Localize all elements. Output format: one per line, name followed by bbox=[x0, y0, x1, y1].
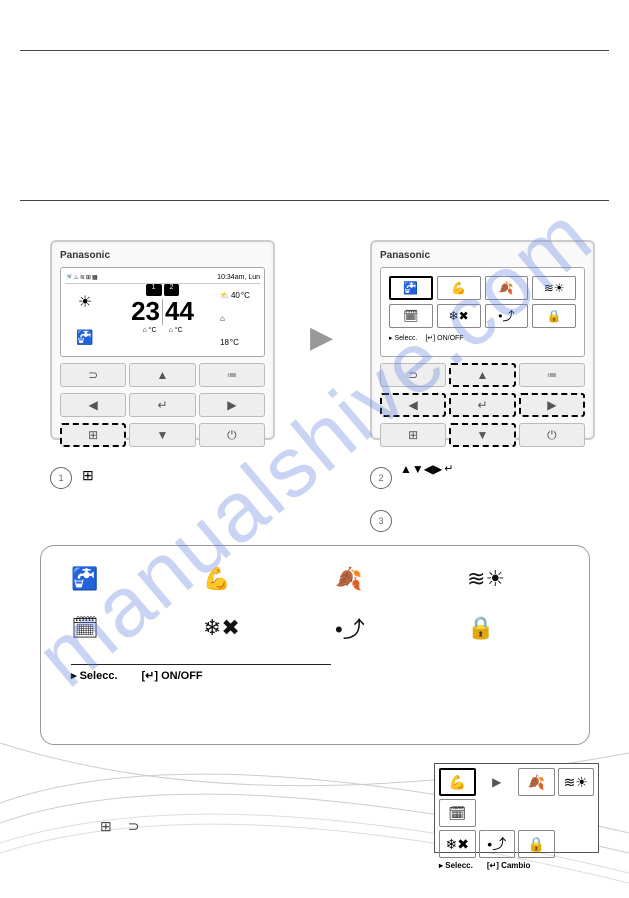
lcd-hint-bar: ▸ Selecc. [↵] ON/OFF bbox=[385, 332, 580, 344]
menu-timer-icon: 🗓 bbox=[389, 304, 433, 329]
hint-select: ▸ Selecc. bbox=[389, 334, 417, 342]
button-row-3: ⊞ ▼ ⏻ bbox=[60, 423, 265, 447]
hint-onoff: [↵] ON/OFF bbox=[425, 334, 463, 342]
sp-cambio-label: [↵] Cambio bbox=[487, 861, 531, 870]
sp-heat-icon: ≋☀ bbox=[558, 768, 595, 796]
menu-grid: 🚰 💪 🍂 ≋☀ 🗓 ❄✖ •⤴ 🔒 bbox=[385, 272, 580, 332]
sp-grid-r2: ❄✖ •⤴ 🔒 bbox=[439, 830, 594, 858]
enter-button-r[interactable]: ↵ bbox=[449, 393, 515, 417]
zone-2-tab: 2 bbox=[164, 284, 180, 296]
temp-readings: 23 44 bbox=[105, 296, 220, 327]
up-button-r[interactable]: ▲ bbox=[449, 363, 515, 387]
tap-icon: 🚰 bbox=[76, 329, 93, 346]
info-tap-icon: 🚰 bbox=[71, 566, 163, 592]
info-defrost-icon: ❄✖ bbox=[203, 612, 295, 644]
back-button-r[interactable]: ⊃ bbox=[380, 363, 446, 387]
sp-select-label: ▸ Selecc. bbox=[439, 861, 473, 870]
lcd-main-screen: 🚿♨≋⊞▦ 10:34am, Lun ☀ 🚰 1 2 23 44 bbox=[60, 267, 265, 357]
info-icon-grid: 🚰 💪 🍂 ≋☀ 🗓 ❄✖ •⤴ 🔒 bbox=[71, 566, 559, 644]
info-hint-row: ▸ Selecc. [↵] ON/OFF bbox=[71, 669, 559, 682]
back-button[interactable]: ⊃ bbox=[60, 363, 126, 387]
sp-empty bbox=[558, 830, 595, 858]
zone-1-tab: 1 bbox=[146, 284, 162, 296]
step-1-circle: 1 bbox=[50, 467, 72, 489]
lcd-menu-screen: 🚰 💪 🍂 ≋☀ 🗓 ❄✖ •⤴ 🔒 ▸ Selecc. [↵] ON/OFF bbox=[380, 267, 585, 357]
sp-timer-icon: 🗓 bbox=[439, 799, 476, 827]
step-3-circle: 3 bbox=[370, 510, 392, 532]
top-rule bbox=[20, 50, 609, 51]
sp-grid-r1: 💪 ▶ 🍂 ≋☀ 🗓 bbox=[439, 768, 594, 827]
lcd-clock: 10:34am, Lun bbox=[217, 274, 260, 281]
up-button[interactable]: ▲ bbox=[129, 363, 195, 387]
brand-label: Panasonic bbox=[60, 250, 265, 261]
back-icon: ⊃ bbox=[128, 818, 140, 835]
sp-quiet-icon: 🍂 bbox=[518, 768, 555, 796]
info-timer-icon: 🗓 bbox=[71, 612, 163, 644]
sp-arrow-icon: ▶ bbox=[479, 768, 516, 796]
small-menu-panel: 💪 ▶ 🍂 ≋☀ 🗓 ❄✖ •⤴ 🔒 ▸ Selecc. [↵] Cambio bbox=[434, 763, 599, 853]
controller-left: Panasonic 🚿♨≋⊞▦ 10:34am, Lun ☀ 🚰 1 2 23 bbox=[50, 240, 275, 440]
unit-row: ⌂ °C ⌂ °C bbox=[105, 327, 220, 334]
enter-button[interactable]: ↵ bbox=[129, 393, 195, 417]
sp-reset-icon: •⤴ bbox=[479, 830, 516, 858]
grid-button[interactable]: ⊞ bbox=[60, 423, 126, 447]
info-reset-icon: •⤴ bbox=[335, 612, 427, 644]
info-heat-icon: ≋☀ bbox=[467, 566, 559, 592]
power-button-r[interactable]: ⏻ bbox=[519, 423, 585, 447]
info-power-icon: 💪 bbox=[203, 566, 295, 592]
info-select-label: ▸ Selecc. bbox=[71, 669, 118, 682]
sp-defrost-icon: ❄✖ bbox=[439, 830, 476, 858]
button-row-1: ⊃ ▲ ≔ bbox=[60, 363, 265, 387]
right-button-r[interactable]: ▶ bbox=[519, 393, 585, 417]
sp-hint-row: ▸ Selecc. [↵] Cambio bbox=[439, 861, 594, 870]
grid-icon: ⊞ bbox=[100, 818, 112, 835]
lcd-mode-col: ☀ 🚰 bbox=[65, 284, 105, 354]
mid-rule bbox=[20, 200, 609, 201]
sp-lock-icon: 🔒 bbox=[518, 830, 555, 858]
lcd-temps-col: ⛅40°C ⌂ 18°C bbox=[220, 284, 260, 354]
menu-reset-icon: •⤴ bbox=[485, 304, 529, 329]
info-separator bbox=[71, 664, 331, 665]
menu-button[interactable]: ≔ bbox=[199, 363, 265, 387]
menu-defrost-icon: ❄✖ bbox=[437, 304, 481, 329]
info-quiet-icon: 🍂 bbox=[335, 566, 427, 592]
left-button[interactable]: ◀ bbox=[60, 393, 126, 417]
menu-tap-icon: 🚰 bbox=[389, 276, 433, 300]
sp-power-icon: 💪 bbox=[439, 768, 476, 796]
transition-arrow-icon: ▶ bbox=[310, 320, 333, 355]
info-lock-icon: 🔒 bbox=[467, 612, 559, 644]
menu-power-icon: 💪 bbox=[437, 276, 481, 300]
bottom-hint-icons: ⊞ ⊃ bbox=[100, 818, 139, 835]
temp-1: 23 bbox=[131, 296, 160, 327]
button-row-r2: ◀ ↵ ▶ bbox=[380, 393, 585, 417]
controller-right: Panasonic 🚰 💪 🍂 ≋☀ 🗓 ❄✖ •⤴ 🔒 ▸ Selecc. [… bbox=[370, 240, 595, 440]
lcd-status-bar: 🚿♨≋⊞▦ 10:34am, Lun bbox=[65, 272, 260, 284]
step-1-icon: ⊞ bbox=[82, 467, 94, 484]
down-button-r[interactable]: ▼ bbox=[449, 423, 515, 447]
status-icons: 🚿♨≋⊞▦ bbox=[65, 274, 98, 281]
brand-label-2: Panasonic bbox=[380, 250, 585, 261]
button-row-r3: ⊞ ▼ ⏻ bbox=[380, 423, 585, 447]
zone-tabs: 1 2 bbox=[105, 284, 220, 296]
button-row-r1: ⊃ ▲ ≔ bbox=[380, 363, 585, 387]
step-2-arrows: ▲▼◀▶ ↵ bbox=[400, 462, 453, 476]
power-button[interactable]: ⏻ bbox=[199, 423, 265, 447]
menu-heat-icon: ≋☀ bbox=[532, 276, 576, 300]
menu-lock-icon: 🔒 bbox=[532, 304, 576, 329]
right-button[interactable]: ▶ bbox=[199, 393, 265, 417]
button-row-2: ◀ ↵ ▶ bbox=[60, 393, 265, 417]
menu-quiet-icon: 🍂 bbox=[485, 276, 529, 300]
menu-button-r[interactable]: ≔ bbox=[519, 363, 585, 387]
grid-button-r[interactable]: ⊞ bbox=[380, 423, 446, 447]
down-button[interactable]: ▼ bbox=[129, 423, 195, 447]
step-2-circle: 2 bbox=[370, 467, 392, 489]
info-panel: 🚰 💪 🍂 ≋☀ 🗓 ❄✖ •⤴ 🔒 ▸ Selecc. [↵] ON/OFF bbox=[40, 545, 590, 745]
sun-icon: ☀ bbox=[78, 292, 92, 312]
info-onoff-label: [↵] ON/OFF bbox=[142, 669, 203, 682]
temp-2: 44 bbox=[165, 296, 194, 327]
left-button-r[interactable]: ◀ bbox=[380, 393, 446, 417]
